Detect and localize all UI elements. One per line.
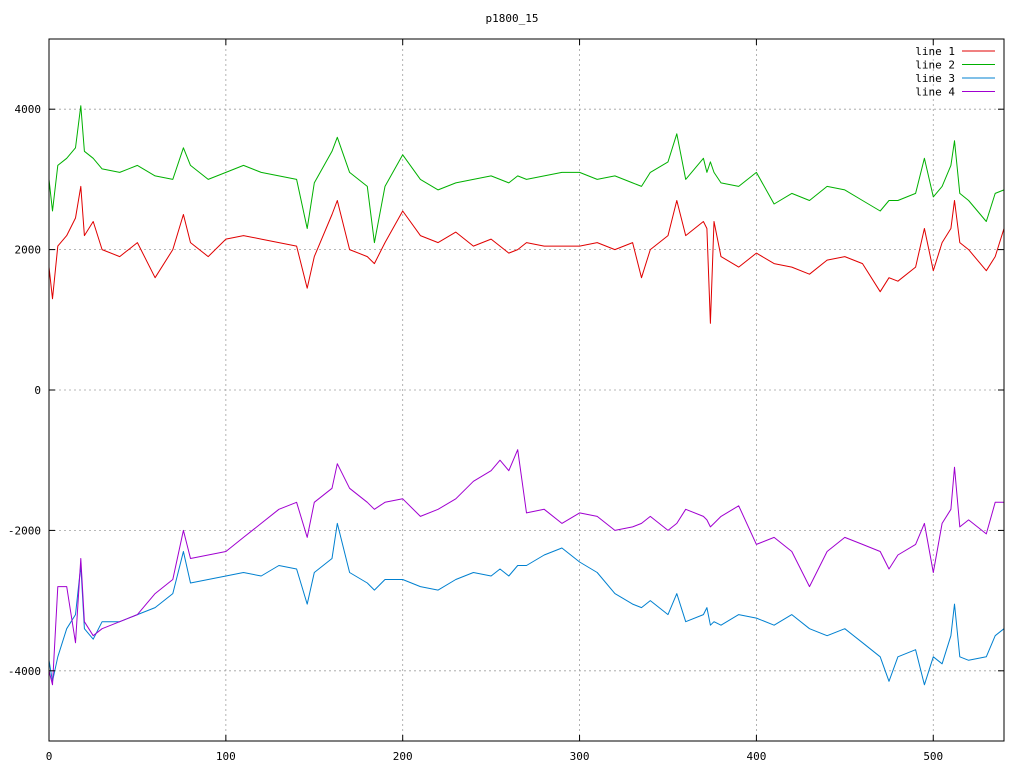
y-tick-label: 2000 — [15, 244, 42, 257]
x-tick-label: 200 — [393, 750, 413, 763]
chart-title: p1800_15 — [486, 12, 539, 25]
y-tick-label: 4000 — [15, 103, 42, 116]
legend-label-3: line 3 — [915, 72, 955, 85]
legend-label-2: line 2 — [915, 59, 955, 72]
grid — [49, 39, 1004, 741]
x-tick-label: 100 — [216, 750, 236, 763]
axis-ticks: 0 100 200 300 400 500 -4000 -2000 0 2000 4000 — [8, 39, 1004, 763]
series-line-2 — [48, 105, 1005, 244]
x-tick-label: 300 — [570, 750, 590, 763]
legend-label-1: line 1 — [915, 45, 955, 58]
series-line-1 — [48, 185, 1005, 324]
plot-series — [48, 105, 1005, 686]
y-tick-label: -4000 — [8, 665, 41, 678]
series-line-4 — [48, 449, 1004, 686]
x-tick-label: 400 — [746, 750, 766, 763]
x-tick-label: 0 — [46, 750, 53, 763]
y-tick-label: 0 — [34, 384, 41, 397]
legend-label-4: line 4 — [915, 86, 955, 99]
series-line-3 — [48, 522, 1005, 686]
x-tick-label: 500 — [923, 750, 943, 763]
y-tick-label: -2000 — [8, 524, 41, 537]
